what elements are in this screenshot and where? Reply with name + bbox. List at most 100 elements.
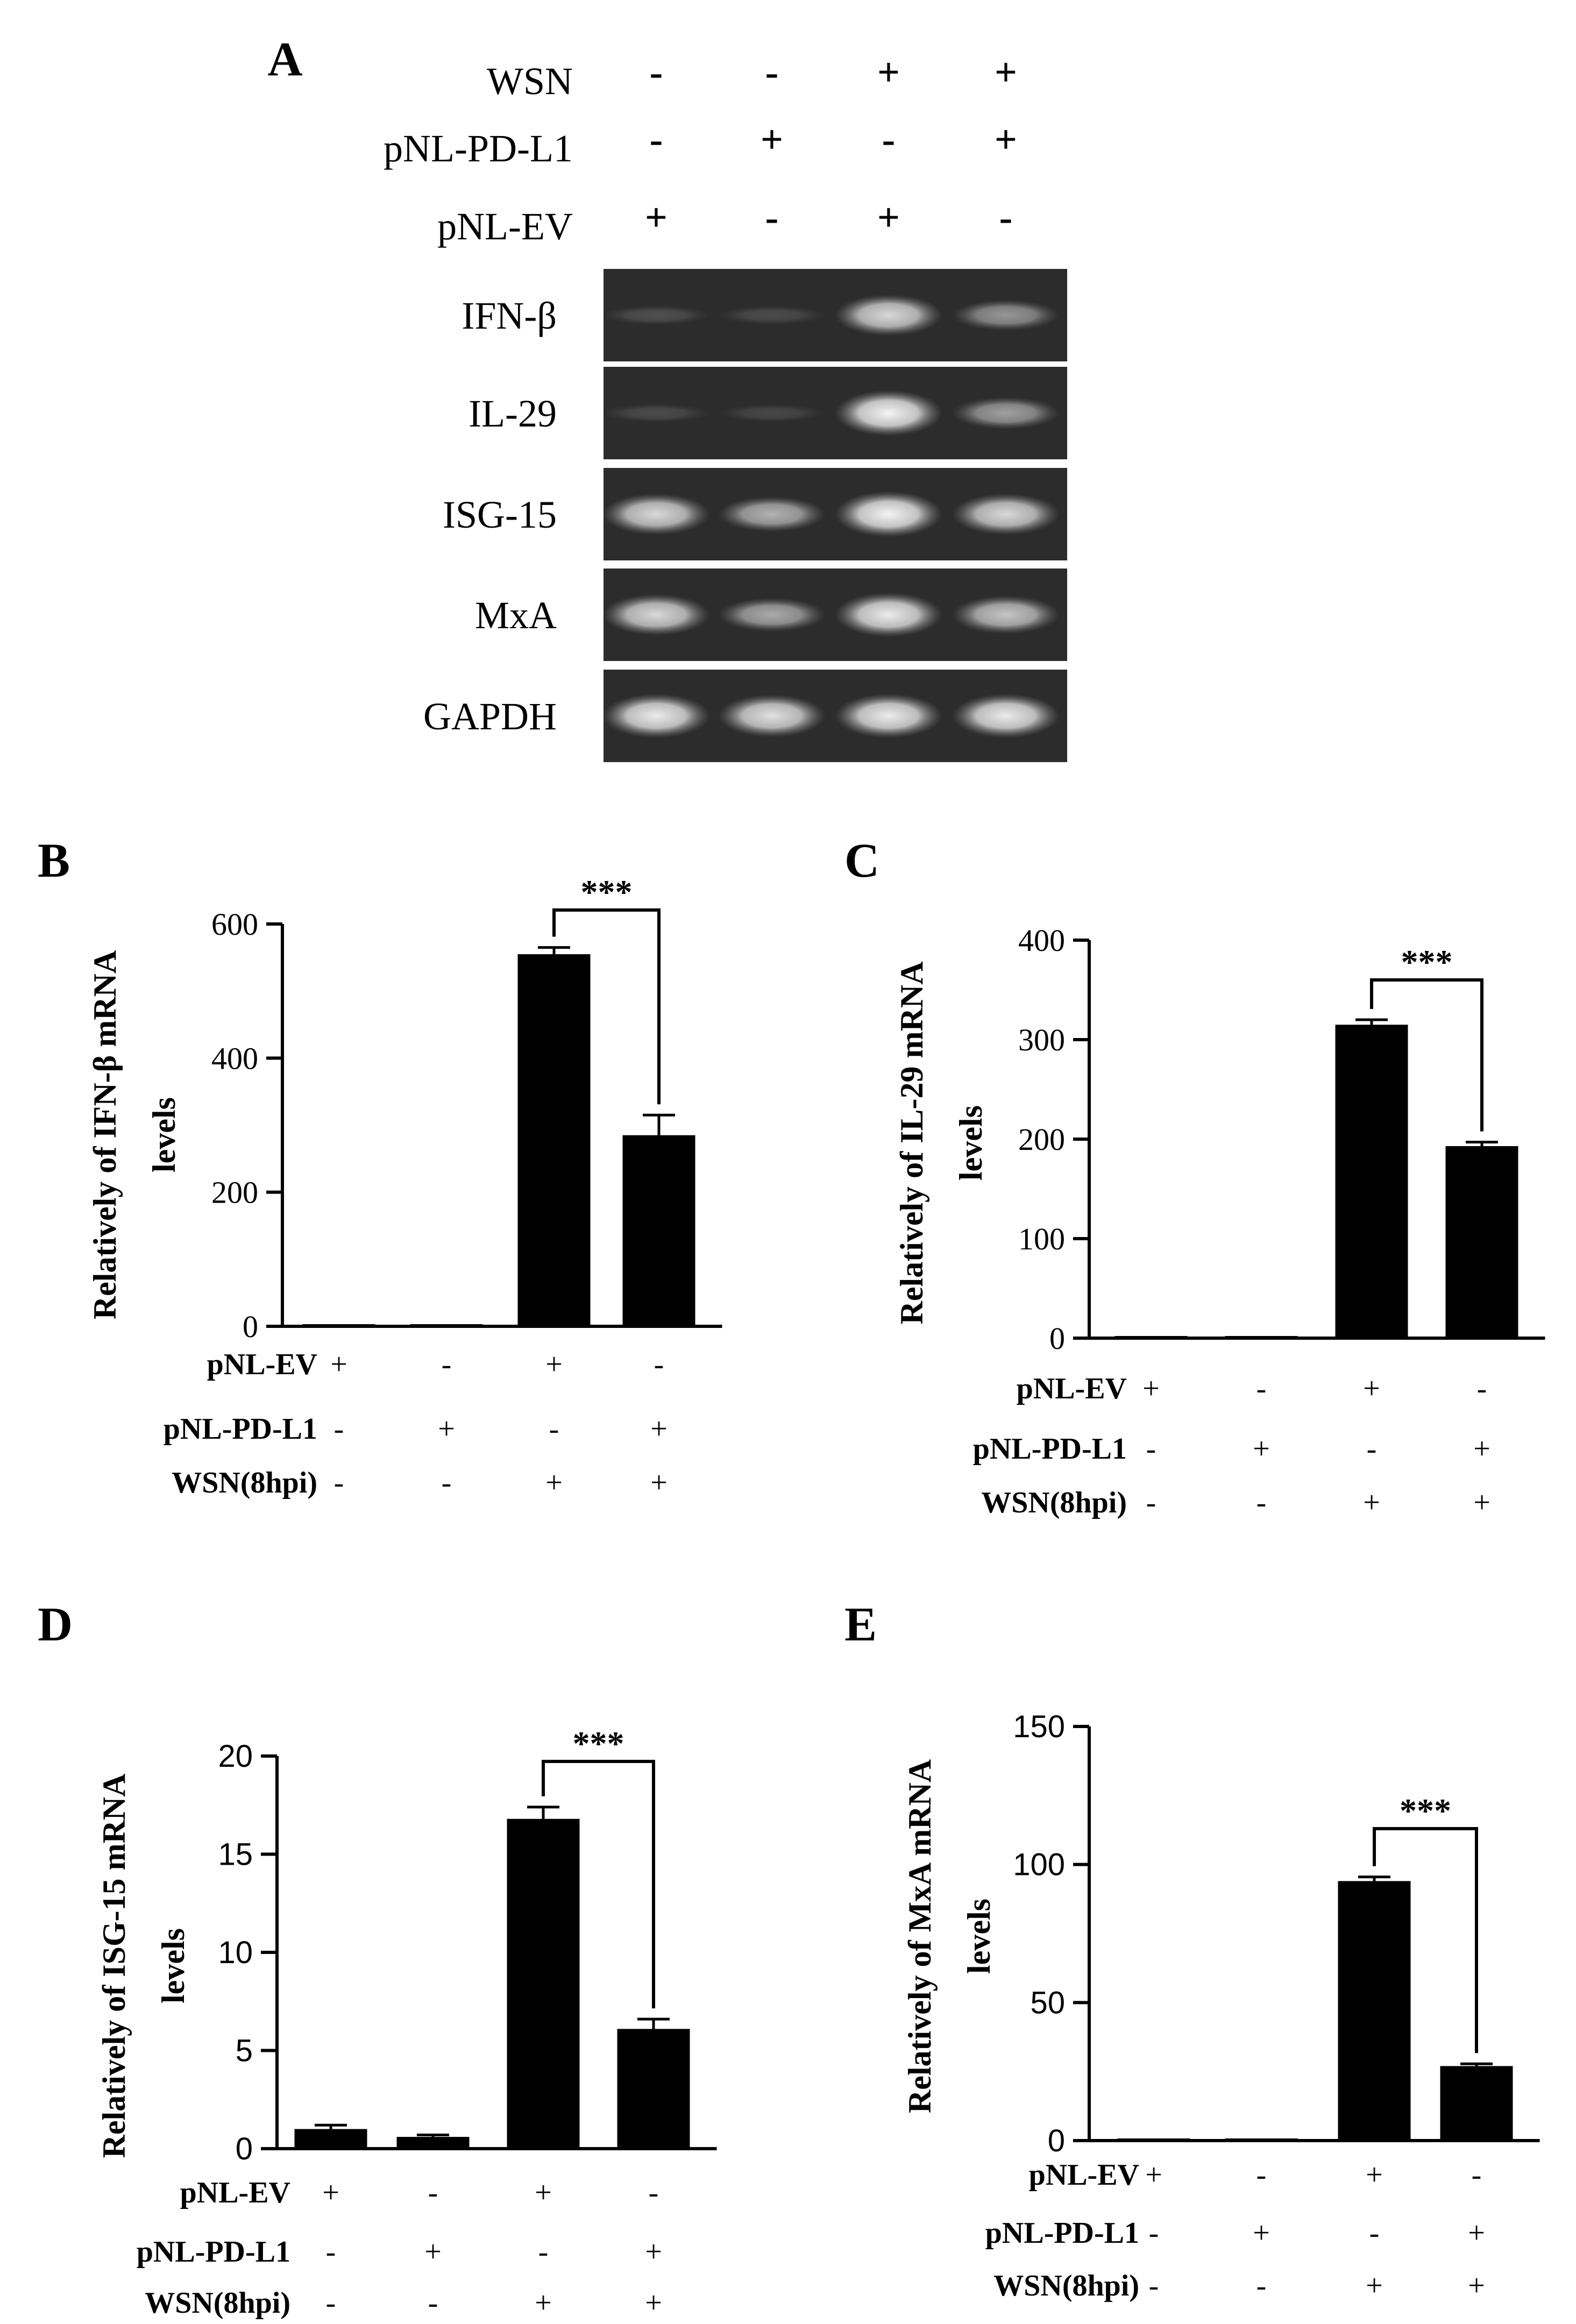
gel-band <box>835 390 942 436</box>
row-sign: + <box>1363 1372 1380 1405</box>
gel-band <box>602 493 710 535</box>
bar <box>622 1135 695 1326</box>
gel-band <box>718 598 826 632</box>
row-sign: - <box>1146 1486 1156 1519</box>
row-sign: - <box>649 2176 659 2209</box>
significance-label: *** <box>581 873 633 911</box>
gel-band <box>952 493 1060 535</box>
gel-label: MxA <box>475 594 557 637</box>
row-sign: - <box>326 2235 336 2269</box>
chart-panel-d: D 0 5 10 15 20 Relatively of ISG-15 mRNA levels… <box>38 1598 717 2320</box>
row-sign: - <box>1256 2158 1267 2192</box>
y-axis-label: levels <box>146 1097 182 1172</box>
row-sign: + <box>650 1466 668 1499</box>
y-tick-label: 10 <box>218 1935 253 1970</box>
row-label: pNL-EV <box>1029 2158 1139 2192</box>
significance-bracket <box>542 1760 655 2009</box>
row-sign: - <box>1256 1372 1267 1405</box>
gel-band <box>952 300 1060 331</box>
row-sign: + <box>650 1412 668 1446</box>
y-axis-label: Relatively of IFN-β mRNA <box>87 950 123 1319</box>
y-tick-label: 5 <box>236 2034 253 2069</box>
y-tick-label: 600 <box>211 907 258 942</box>
y-tick-label: 0 <box>236 2131 253 2166</box>
chart-panel-b: B 0 200 400 600 Relatively of IFN-β mRNA level… <box>38 834 722 1499</box>
row-label: pNL-PD-L1 <box>164 1412 317 1446</box>
condition-sign: - <box>765 196 779 240</box>
row-sign: - <box>1149 2216 1159 2250</box>
row-sign: + <box>1366 2269 1383 2302</box>
chart-panel-c: C 0 100 200 300 400 Relatively of IL-29 mRNA le… <box>844 834 1545 1519</box>
row-sign: + <box>1473 1432 1490 1466</box>
row-sign: + <box>1468 2269 1485 2302</box>
row-sign: + <box>1473 1486 1490 1519</box>
condition-sign: + <box>995 51 1017 95</box>
chart-panel-e: E 0 50 100 150 Relatively of MxA mRNA levels **… <box>844 1598 1540 2302</box>
y-tick-label: 200 <box>1018 1122 1065 1157</box>
row-sign: - <box>428 2286 438 2320</box>
row-sign: + <box>545 1466 563 1499</box>
y-axis-label: levels <box>961 1899 997 1974</box>
row-sign: + <box>535 2176 552 2209</box>
row-sign: - <box>1472 2158 1482 2192</box>
y-tick-label: 100 <box>1018 1221 1065 1256</box>
row-sign: + <box>1253 2216 1270 2250</box>
y-tick-label: 200 <box>211 1175 258 1210</box>
panel-letter: D <box>38 1598 73 1651</box>
row-sign: - <box>334 1412 344 1446</box>
row-sign: + <box>645 2286 662 2320</box>
condition-sign: - <box>999 196 1013 240</box>
row-label: WSN(8hpi) <box>145 2286 290 2320</box>
bar <box>1225 1336 1298 1338</box>
gel-label: IFN-β <box>462 294 557 337</box>
condition-label: WSN <box>487 60 573 103</box>
bar <box>294 2129 367 2149</box>
row-label: pNL-EV <box>1017 1372 1127 1405</box>
row-sign: - <box>1369 2216 1380 2250</box>
row-sign: + <box>1145 2158 1162 2192</box>
significance-bracket <box>1373 1827 1478 2053</box>
gel-band <box>952 397 1060 429</box>
row-sign: + <box>322 2176 339 2209</box>
significance-label: *** <box>1400 1792 1451 1830</box>
gel-band <box>952 693 1060 738</box>
row-sign: - <box>1256 2269 1267 2302</box>
row-sign: - <box>1149 2269 1159 2302</box>
gel-band <box>718 694 826 737</box>
row-label: pNL-EV <box>207 1348 317 1381</box>
row-sign: + <box>330 1348 347 1381</box>
row-sign: + <box>1366 2158 1383 2192</box>
significance-bracket <box>552 908 661 1105</box>
bar <box>1335 1025 1408 1338</box>
condition-sign: + <box>645 196 668 240</box>
gel-band <box>602 403 710 423</box>
panel-letter: C <box>844 834 879 887</box>
row-sign: + <box>545 1348 563 1381</box>
bar <box>1225 2138 1298 2141</box>
gel-band <box>602 693 710 738</box>
row-sign: + <box>438 1412 455 1446</box>
gel-band <box>718 305 826 325</box>
significance-bracket <box>1370 978 1483 1132</box>
row-sign: - <box>428 2176 438 2209</box>
condition-sign: + <box>877 51 900 95</box>
row-sign: - <box>326 2286 336 2320</box>
panel-a-letter: A <box>268 33 303 86</box>
y-tick-label: 0 <box>1049 1321 1065 1356</box>
y-axis-label: Relatively of ISG-15 mRNA <box>96 1774 132 2158</box>
bar <box>302 1324 375 1326</box>
row-sign: + <box>535 2286 552 2320</box>
condition-sign: + <box>877 196 900 240</box>
significance-label: *** <box>1401 943 1453 981</box>
condition-label: pNL-EV <box>437 205 573 248</box>
y-tick-label: 0 <box>243 1309 258 1344</box>
bar <box>1440 2066 1513 2141</box>
bar <box>410 1324 483 1326</box>
y-axis-label: Relatively of IL-29 mRNA <box>894 962 929 1325</box>
y-tick-label: 20 <box>218 1739 253 1774</box>
row-label: pNL-EV <box>180 2176 290 2209</box>
gel-band <box>835 491 942 537</box>
gel-label: GAPDH <box>423 695 557 738</box>
